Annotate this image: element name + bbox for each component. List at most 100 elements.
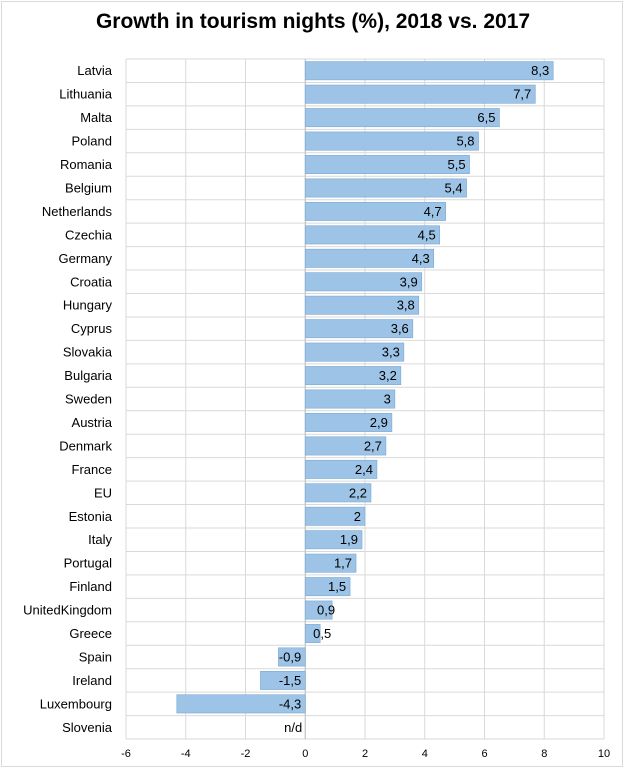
bar xyxy=(304,553,357,573)
category-label: Greece xyxy=(69,626,112,641)
data-label: 2,4 xyxy=(355,462,373,477)
bar xyxy=(304,295,420,315)
category-label: Poland xyxy=(72,134,112,149)
bar xyxy=(304,272,423,292)
bar xyxy=(304,389,396,409)
bar xyxy=(304,624,321,643)
data-label: 3,2 xyxy=(379,368,397,383)
category-label: Latvia xyxy=(77,63,112,78)
category-label: Bulgaria xyxy=(64,368,112,383)
category-label: Estonia xyxy=(69,509,113,524)
category-label: Luxembourg xyxy=(40,696,112,711)
bar xyxy=(304,155,470,174)
data-label: 5,4 xyxy=(444,180,462,195)
bar xyxy=(304,530,363,550)
data-label: 5,5 xyxy=(447,157,465,172)
category-label: Spain xyxy=(79,649,112,664)
bar xyxy=(304,84,536,104)
bar xyxy=(304,366,402,386)
bar xyxy=(304,459,378,479)
bar xyxy=(304,178,467,198)
bar xyxy=(278,647,306,667)
data-label: n/d xyxy=(284,720,302,735)
data-label: 3,3 xyxy=(382,345,400,360)
category-label: Portugal xyxy=(64,556,113,571)
category-label: Malta xyxy=(80,110,113,125)
data-label: 2,7 xyxy=(364,438,382,453)
category-label: Croatia xyxy=(70,274,113,289)
category-label: Hungary xyxy=(63,298,113,313)
x-tick-label: -2 xyxy=(241,748,251,760)
bars xyxy=(176,61,554,714)
bar xyxy=(260,670,306,690)
data-label: -0,9 xyxy=(279,649,301,664)
bar xyxy=(304,108,500,128)
x-tick-label: -6 xyxy=(121,748,131,760)
data-label: 1,5 xyxy=(328,579,346,594)
category-label: France xyxy=(72,462,112,477)
data-label: 0,9 xyxy=(317,603,335,618)
bar xyxy=(304,319,414,339)
data-label: -4,3 xyxy=(279,696,301,711)
category-label: Romania xyxy=(60,157,113,172)
data-label: -1,5 xyxy=(279,673,301,688)
category-label: Lithuania xyxy=(59,87,113,102)
data-label: 6,5 xyxy=(477,110,495,125)
category-label: Austria xyxy=(72,415,113,430)
bar xyxy=(304,225,440,245)
labels: -6 -4 -2 0 2 4 6 8 10 Latvia 8,3 Lithuania 7,7 Malta 6… xyxy=(23,63,610,760)
bar xyxy=(304,506,366,526)
data-label: 2 xyxy=(354,509,361,524)
x-tick-label: 6 xyxy=(481,748,487,760)
category-label: Sweden xyxy=(65,392,112,407)
x-tick-label: 0 xyxy=(302,748,308,760)
data-label: 3,9 xyxy=(400,274,418,289)
bar xyxy=(176,694,306,714)
data-label: 5,8 xyxy=(456,134,474,149)
category-label: Belgium xyxy=(65,180,112,195)
category-label: EU xyxy=(94,485,112,500)
data-label: 3,8 xyxy=(397,298,415,313)
bar xyxy=(304,436,387,456)
bar xyxy=(304,577,351,597)
category-label: UnitedKingdom xyxy=(23,603,112,618)
data-label: 1,9 xyxy=(340,532,358,547)
category-label: Slovakia xyxy=(63,345,113,360)
category-label: Cyprus xyxy=(71,321,113,336)
category-label: Denmark xyxy=(59,438,112,453)
data-label: 1,7 xyxy=(334,556,352,571)
bar xyxy=(304,201,446,221)
chart-title: Growth in tourism nights (%), 2018 vs. 2… xyxy=(95,10,531,33)
bar xyxy=(304,131,479,151)
category-label: Italy xyxy=(88,532,112,547)
data-label: 2,2 xyxy=(349,485,367,500)
x-tick-label: 8 xyxy=(541,748,547,760)
category-label: Czechia xyxy=(65,227,113,242)
category-label: Germany xyxy=(59,251,113,266)
category-label: Ireland xyxy=(72,673,112,688)
category-label: Slovenia xyxy=(62,720,113,735)
bar xyxy=(304,61,554,81)
data-label: 2,9 xyxy=(370,415,388,430)
data-label: 3,6 xyxy=(391,321,409,336)
x-tick-label: 10 xyxy=(598,748,610,760)
category-label: Finland xyxy=(69,579,112,594)
bar xyxy=(304,483,372,503)
x-tick-label: 4 xyxy=(422,748,428,760)
data-label: 4,3 xyxy=(412,251,430,266)
data-label: 4,5 xyxy=(418,227,436,242)
data-label: 8,3 xyxy=(531,63,549,78)
x-tick-label: -4 xyxy=(181,748,191,760)
bar xyxy=(304,248,435,268)
bar xyxy=(304,600,333,620)
bar xyxy=(304,413,393,432)
bar xyxy=(304,342,405,362)
data-label: 3 xyxy=(384,392,391,407)
category-label: Netherlands xyxy=(42,204,113,219)
data-label: 0,5 xyxy=(313,626,331,641)
data-label: 4,7 xyxy=(424,204,442,219)
data-label: 7,7 xyxy=(513,87,531,102)
x-tick-label: 2 xyxy=(362,748,368,760)
